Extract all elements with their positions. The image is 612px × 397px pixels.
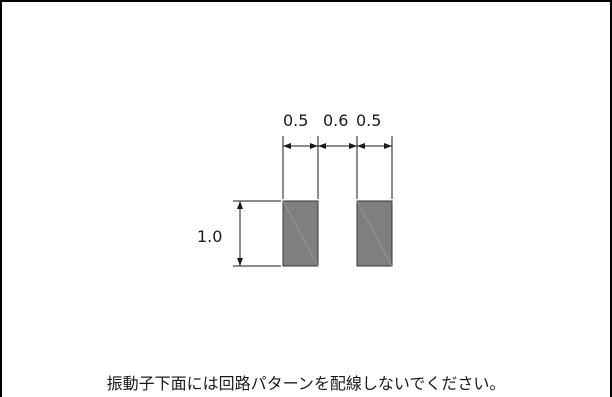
dim-label-pad-height: 1.0 bbox=[197, 227, 222, 246]
dim-label-right-pad-width: 0.5 bbox=[356, 111, 381, 130]
pad-right-hatch bbox=[356, 200, 393, 267]
dim-label-gap: 0.6 bbox=[323, 111, 348, 130]
extension-lines-left bbox=[233, 200, 281, 267]
pad-left-hatch bbox=[282, 200, 319, 267]
dimension-line-left bbox=[237, 201, 243, 266]
caption-note: 振動子下面には回路パターンを配線しないでください。 bbox=[106, 374, 506, 393]
dim-label-left-pad-width: 0.5 bbox=[283, 111, 308, 130]
dimension-line-top bbox=[283, 143, 392, 149]
extension-lines-top bbox=[282, 136, 393, 199]
